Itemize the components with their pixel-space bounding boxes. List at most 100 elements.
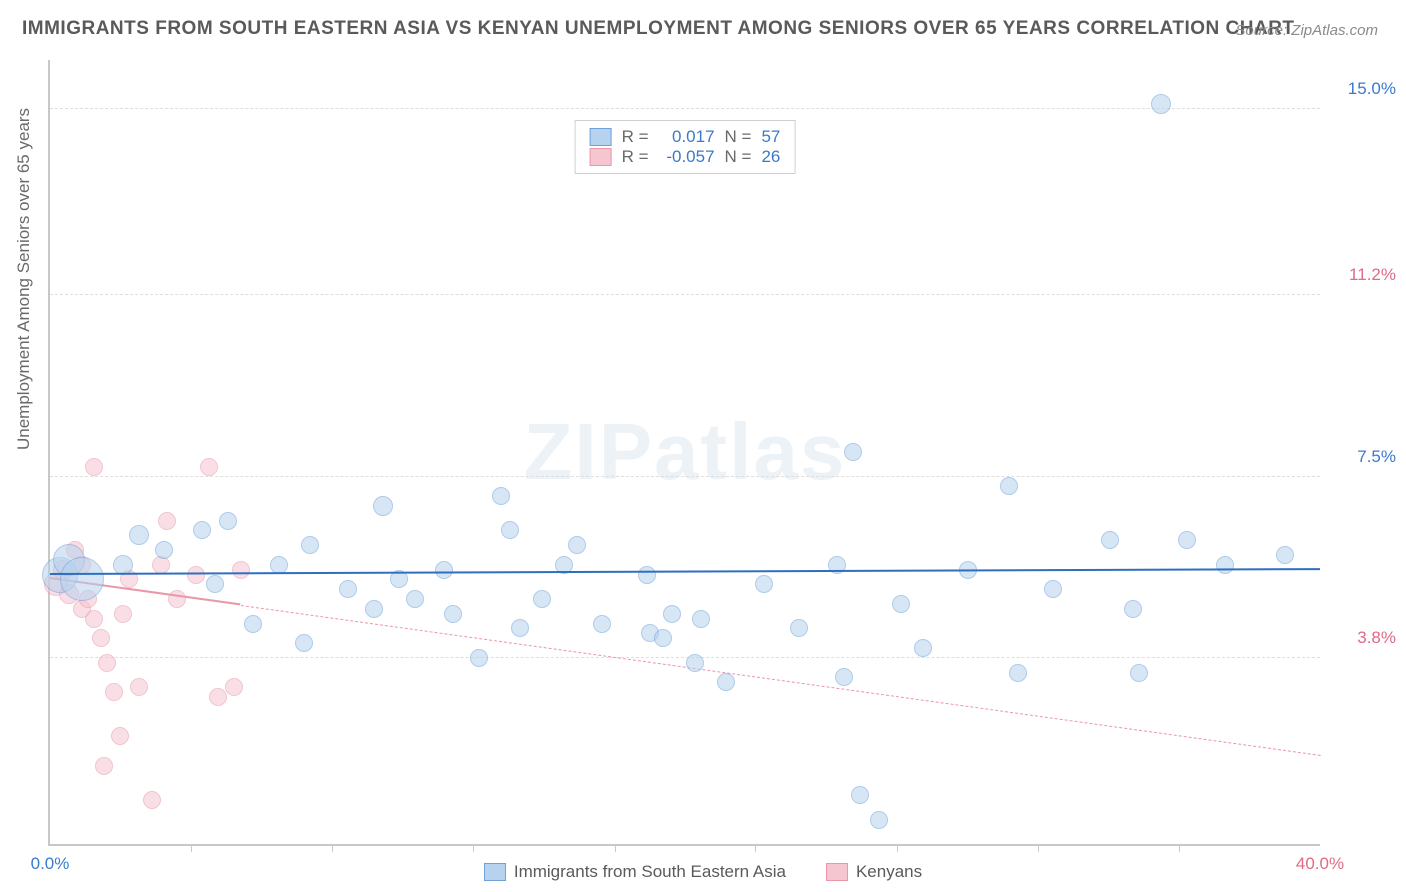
data-point-pink [200, 458, 218, 476]
data-point-blue [1009, 664, 1027, 682]
data-point-pink [105, 683, 123, 701]
legend-row-blue: R = 0.017 N = 57 [590, 127, 781, 147]
legend-n-value: 26 [761, 147, 780, 167]
data-point-pink [209, 688, 227, 706]
data-point-blue [193, 521, 211, 539]
y-tick-label: 3.8% [1357, 628, 1396, 648]
data-point-blue [835, 668, 853, 686]
data-point-blue [444, 605, 462, 623]
data-point-blue [511, 619, 529, 637]
data-point-blue [1151, 94, 1171, 114]
data-point-blue [244, 615, 262, 633]
y-tick-label: 15.0% [1348, 79, 1396, 99]
data-point-blue [1000, 477, 1018, 495]
data-point-blue [373, 496, 393, 516]
watermark-text: ZIPatlas [524, 406, 847, 498]
data-point-pink [225, 678, 243, 696]
data-point-blue [663, 605, 681, 623]
data-point-blue [339, 580, 357, 598]
data-point-blue [790, 619, 808, 637]
x-minor-tick [755, 844, 756, 852]
data-point-pink [92, 629, 110, 647]
data-point-pink [158, 512, 176, 530]
data-point-pink [143, 791, 161, 809]
data-point-blue [692, 610, 710, 628]
x-minor-tick [473, 844, 474, 852]
legend-label-blue: Immigrants from South Eastern Asia [514, 862, 786, 882]
data-point-blue [270, 556, 288, 574]
data-point-blue [501, 521, 519, 539]
x-minor-tick [191, 844, 192, 852]
legend-series: Immigrants from South Eastern Asia Kenyan… [0, 862, 1406, 882]
gridline [50, 108, 1320, 109]
data-point-blue [686, 654, 704, 672]
data-point-pink [111, 727, 129, 745]
legend-swatch-pink [590, 148, 612, 166]
x-minor-tick [615, 844, 616, 852]
data-point-blue [638, 566, 656, 584]
data-point-blue [755, 575, 773, 593]
data-point-pink [114, 605, 132, 623]
data-point-pink [98, 654, 116, 672]
data-point-blue [533, 590, 551, 608]
data-point-blue [892, 595, 910, 613]
data-point-blue [717, 673, 735, 691]
legend-r-label: R = [622, 147, 649, 167]
data-point-blue [844, 443, 862, 461]
data-point-blue [654, 629, 672, 647]
x-minor-tick [332, 844, 333, 852]
legend-swatch-blue [484, 863, 506, 881]
data-point-blue [1216, 556, 1234, 574]
data-point-blue [1130, 664, 1148, 682]
gridline [50, 476, 1320, 477]
data-point-blue [206, 575, 224, 593]
data-point-blue [1276, 546, 1294, 564]
gridline [50, 657, 1320, 658]
data-point-pink [232, 561, 250, 579]
data-point-pink [95, 757, 113, 775]
data-point-blue [1124, 600, 1142, 618]
data-point-blue [60, 557, 104, 601]
legend-item-blue: Immigrants from South Eastern Asia [484, 862, 786, 882]
data-point-blue [870, 811, 888, 829]
y-tick-label: 11.2% [1349, 265, 1396, 285]
legend-n-value: 57 [761, 127, 780, 147]
data-point-pink [187, 566, 205, 584]
legend-r-value: -0.057 [659, 147, 715, 167]
chart-title: IMMIGRANTS FROM SOUTH EASTERN ASIA VS KE… [22, 18, 1295, 40]
data-point-blue [1178, 531, 1196, 549]
y-tick-label: 7.5% [1357, 447, 1396, 467]
legend-n-label: N = [725, 147, 752, 167]
data-point-pink [130, 678, 148, 696]
data-point-blue [406, 590, 424, 608]
legend-correlation-box: R = 0.017 N = 57 R = -0.057 N = 26 [575, 120, 796, 174]
data-point-blue [470, 649, 488, 667]
x-minor-tick [1179, 844, 1180, 852]
data-point-blue [851, 786, 869, 804]
data-point-blue [219, 512, 237, 530]
legend-label-pink: Kenyans [856, 862, 922, 882]
legend-n-label: N = [725, 127, 752, 147]
legend-r-label: R = [622, 127, 649, 147]
legend-item-pink: Kenyans [826, 862, 922, 882]
data-point-blue [914, 639, 932, 657]
legend-r-value: 0.017 [659, 127, 715, 147]
source-attribution: Source: ZipAtlas.com [1235, 22, 1378, 39]
legend-swatch-pink [826, 863, 848, 881]
data-point-blue [1044, 580, 1062, 598]
trend-line-pink-dashed [240, 605, 1320, 756]
source-label: Source: [1235, 22, 1287, 39]
data-point-blue [568, 536, 586, 554]
data-point-pink [85, 610, 103, 628]
data-point-blue [593, 615, 611, 633]
data-point-blue [301, 536, 319, 554]
source-value: ZipAtlas.com [1291, 22, 1378, 39]
data-point-blue [155, 541, 173, 559]
data-point-blue [129, 525, 149, 545]
x-minor-tick [1038, 844, 1039, 852]
data-point-blue [1101, 531, 1119, 549]
data-point-blue [365, 600, 383, 618]
y-axis-label: Unemployment Among Seniors over 65 years [14, 108, 34, 450]
data-point-blue [435, 561, 453, 579]
data-point-pink [168, 590, 186, 608]
